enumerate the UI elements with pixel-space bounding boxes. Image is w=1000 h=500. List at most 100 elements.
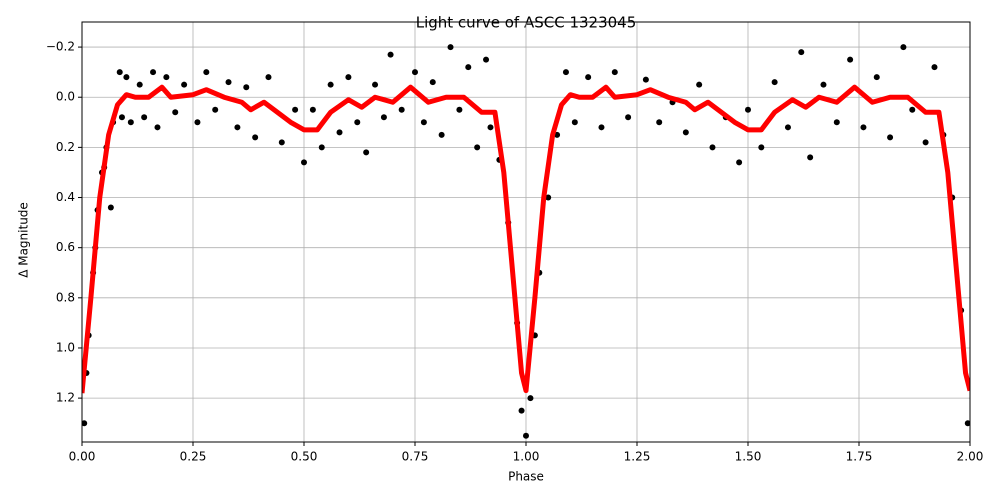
- data-point: [642, 76, 649, 83]
- data-point: [82, 420, 88, 427]
- data-point: [141, 114, 148, 121]
- data-point: [518, 407, 525, 414]
- data-point: [234, 124, 241, 131]
- data-point: [212, 106, 219, 113]
- data-point: [523, 432, 529, 439]
- data-point: [887, 134, 894, 141]
- data-point: [847, 56, 854, 63]
- plot-frame: [81, 21, 971, 443]
- trend-line: [82, 84, 970, 394]
- data-point: [363, 149, 370, 156]
- data-point: [387, 51, 394, 58]
- data-point: [172, 109, 179, 116]
- data-point: [784, 124, 791, 131]
- data-point: [163, 74, 170, 81]
- data-point: [598, 124, 605, 131]
- data-point: [372, 81, 379, 88]
- data-point: [860, 124, 867, 131]
- x-tick-label: 1.50: [735, 450, 762, 464]
- data-point: [203, 69, 210, 76]
- data-point: [252, 134, 259, 141]
- data-point: [380, 114, 387, 121]
- data-point: [398, 106, 405, 113]
- y-axis-label: Δ Magnitude: [17, 202, 31, 278]
- y-tick-label: −0.2: [46, 40, 75, 54]
- data-point: [807, 154, 814, 161]
- data-point: [682, 129, 689, 136]
- y-tick-label: 0.2: [56, 140, 75, 154]
- data-point: [301, 159, 307, 166]
- x-tick-label: 1.25: [624, 450, 651, 464]
- data-point: [483, 56, 490, 63]
- data-point: [136, 81, 143, 88]
- data-point: [798, 49, 805, 56]
- x-tick-label: 0.00: [69, 450, 96, 464]
- data-point: [118, 114, 125, 121]
- data-point: [562, 69, 569, 76]
- data-point: [833, 119, 840, 126]
- data-point: [429, 79, 436, 86]
- data-point: [194, 119, 201, 126]
- data-point: [745, 106, 751, 113]
- data-point: [545, 194, 552, 201]
- x-tick-label: 0.50: [291, 450, 318, 464]
- data-point: [243, 84, 250, 91]
- y-tick-label: 1.0: [56, 340, 75, 354]
- data-point: [327, 81, 334, 88]
- data-point: [736, 159, 743, 166]
- data-point: [438, 131, 445, 138]
- data-point: [900, 44, 907, 51]
- data-point: [487, 124, 494, 131]
- data-point: [465, 64, 472, 71]
- y-tick-label: 1.2: [56, 391, 75, 405]
- data-point: [571, 119, 578, 126]
- data-point: [309, 106, 316, 113]
- data-point: [181, 81, 188, 88]
- data-point: [116, 69, 123, 76]
- data-point: [873, 74, 880, 81]
- data-point: [931, 64, 938, 71]
- x-tick-label: 0.25: [180, 450, 207, 464]
- data-point: [922, 139, 929, 146]
- data-point: [354, 119, 361, 126]
- data-point: [527, 395, 534, 402]
- data-point: [909, 106, 916, 113]
- y-tick-label: 0.8: [56, 290, 75, 304]
- data-point: [820, 81, 827, 88]
- data-point: [412, 69, 418, 76]
- data-point: [123, 74, 130, 81]
- data-point: [585, 74, 592, 81]
- data-point: [154, 124, 161, 131]
- data-point: [225, 79, 232, 86]
- data-point: [625, 114, 632, 121]
- data-point: [420, 119, 427, 126]
- data-point: [771, 79, 778, 86]
- data-point: [345, 74, 352, 81]
- x-tick-label: 1.00: [513, 450, 540, 464]
- data-point: [656, 119, 663, 126]
- data-point: [611, 69, 618, 76]
- data-point: [456, 106, 463, 113]
- data-point: [447, 44, 454, 51]
- data-point: [278, 139, 285, 146]
- data-point: [336, 129, 343, 136]
- data-point: [107, 204, 114, 211]
- data-point: [474, 144, 481, 151]
- y-tick-label: 0.6: [56, 240, 75, 254]
- x-tick-label: 1.75: [846, 450, 873, 464]
- x-tick-label: 2.00: [957, 450, 984, 464]
- data-point: [292, 106, 299, 113]
- data-point: [150, 69, 157, 76]
- x-axis-label: Phase: [508, 470, 544, 484]
- data-point: [758, 144, 765, 151]
- data-point: [696, 81, 703, 88]
- data-point: [318, 144, 325, 151]
- data-point: [265, 74, 272, 81]
- y-tick-label: 0.0: [56, 90, 75, 104]
- y-tick-label: 0.4: [56, 190, 75, 204]
- data-point: [964, 420, 970, 427]
- data-point: [127, 119, 134, 126]
- x-tick-label: 0.75: [402, 450, 429, 464]
